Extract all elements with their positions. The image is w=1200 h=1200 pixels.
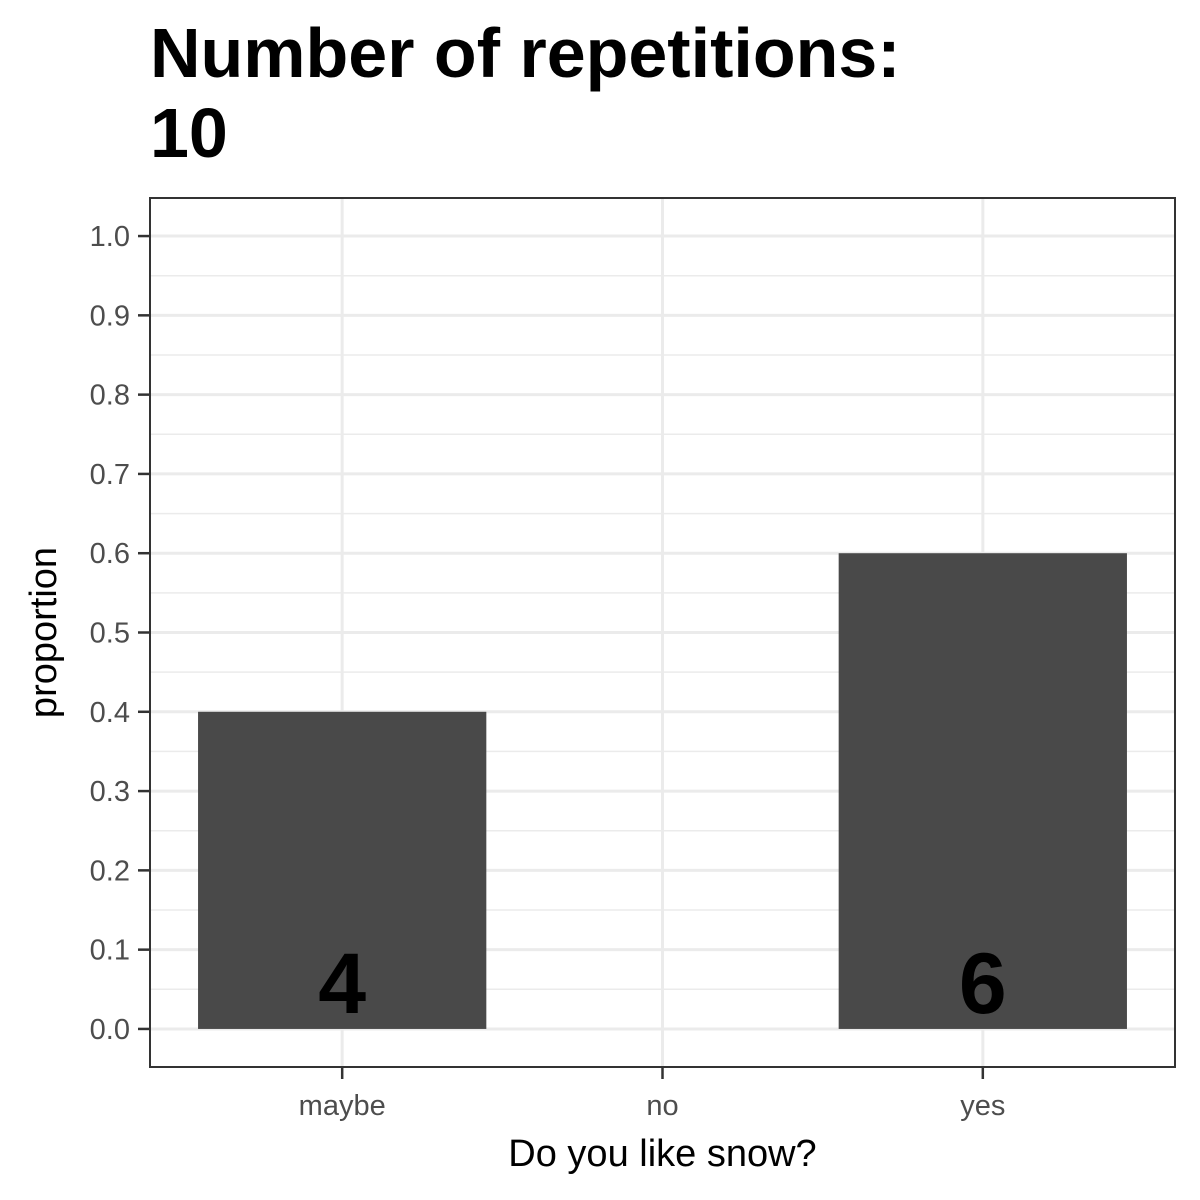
y-axis: 0.0 0.1 0.2 0.3 0.4 0.5 0.6 0.7 0.8 0.9 1.0 [90,221,150,1046]
x-tick-label-maybe: maybe [299,1090,386,1122]
x-tick-label-no: no [646,1090,678,1122]
y-tick-label: 0.4 [90,697,130,729]
x-axis-title: Do you like snow? [508,1133,816,1175]
y-tick-label: 0.7 [90,459,130,491]
y-tick-label: 0.8 [90,380,130,412]
chart-title-line-2: 10 [150,94,228,172]
bars [198,553,1127,1029]
y-tick-label: 0.2 [90,855,130,887]
bar-maybe [198,711,487,1029]
bar-value-label-maybe: 4 [318,936,366,1032]
chart-title-line-1: Number of repetitions: [150,14,901,92]
y-tick-label: 0.3 [90,776,130,808]
y-tick-label: 0.6 [90,538,130,570]
y-tick-label: 1.0 [90,221,130,253]
x-axis: maybe no yes [299,1067,1005,1122]
y-tick-label: 0.9 [90,300,130,332]
y-tick-label: 0.5 [90,618,130,650]
bar-value-label-yes: 6 [959,936,1007,1032]
bar-yes [838,553,1127,1029]
y-tick-label: 0.0 [90,1014,130,1046]
x-tick-label-yes: yes [960,1090,1005,1122]
y-tick-label: 0.1 [90,935,130,967]
y-axis-title: proportion [23,547,65,718]
